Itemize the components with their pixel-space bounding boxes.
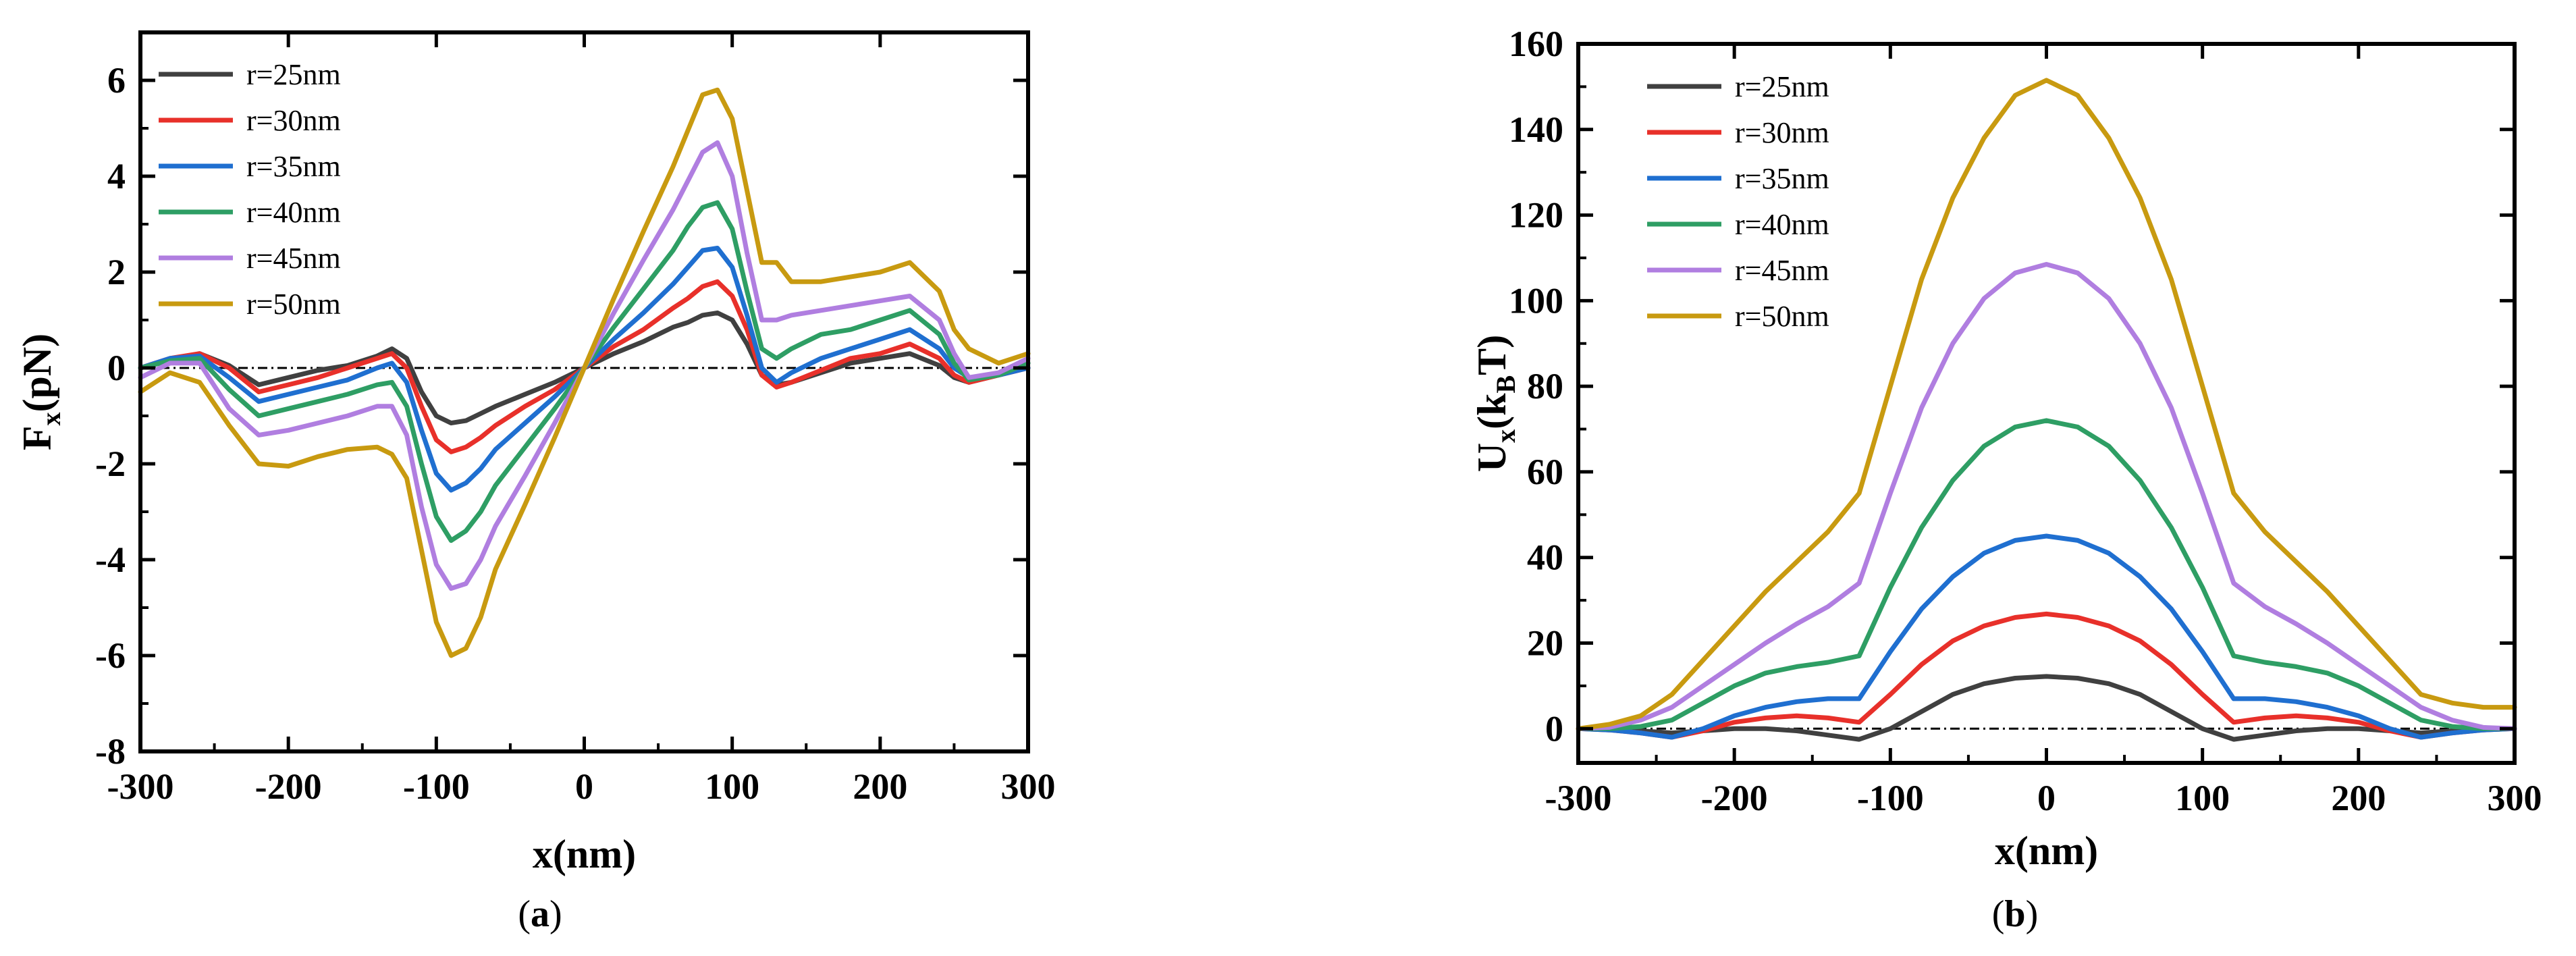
- series-line-r=40nm: [138, 200, 1031, 543]
- legend-label: r=40nm: [246, 196, 341, 229]
- x-tick-label: 300: [2488, 778, 2542, 818]
- legend-label: r=30nm: [246, 104, 341, 137]
- y-tick-label: 140: [1509, 109, 1563, 150]
- plot-frame: [1576, 42, 2517, 765]
- series-line-r=50nm: [1576, 78, 2517, 731]
- y-tick-label: 100: [1509, 280, 1563, 321]
- y-tick-label: 60: [1527, 452, 1563, 492]
- series-line-r=45nm: [138, 140, 1031, 591]
- y-axis-title: Ux(kBT): [1470, 335, 1521, 472]
- series-line-r=50nm: [138, 87, 1031, 658]
- panel-caption: (b): [1992, 893, 2038, 935]
- x-tick-label: 200: [853, 766, 907, 807]
- y-tick-label: -4: [95, 539, 126, 580]
- legend-label: r=25nm: [246, 58, 341, 91]
- legend-label: r=35nm: [1735, 162, 1829, 195]
- y-axis-title-subscript: B: [1491, 375, 1521, 394]
- x-tick-label: 0: [575, 766, 593, 807]
- legend-label: r=35nm: [246, 150, 341, 183]
- y-tick-label: 2: [107, 252, 126, 292]
- legend-label: r=25nm: [1735, 70, 1829, 103]
- x-axis-title: x(nm): [533, 832, 636, 876]
- legend-label: r=50nm: [246, 288, 341, 321]
- series-line-r=35nm: [138, 246, 1031, 493]
- y-tick-label: 6: [107, 60, 126, 101]
- x-tick-label: -300: [107, 766, 174, 807]
- caption-letter: a: [531, 893, 549, 935]
- series-line-r=25nm: [1576, 674, 2517, 742]
- series-line-r=40nm: [1576, 418, 2517, 731]
- legend-label: r=45nm: [246, 242, 341, 275]
- x-tick-label: 200: [2331, 778, 2386, 818]
- series-line-r=30nm: [1576, 611, 2517, 740]
- y-tick-label: 0: [107, 348, 126, 388]
- x-tick-label: 0: [2037, 778, 2056, 818]
- caption-paren: ): [549, 893, 562, 935]
- legend-label: r=40nm: [1735, 208, 1829, 241]
- x-tick-label: 100: [705, 766, 759, 807]
- y-tick-label: 0: [1545, 708, 1563, 749]
- x-tick-label: 100: [2175, 778, 2230, 818]
- series-line-r=35nm: [1576, 533, 2517, 740]
- x-tick-label: -300: [1545, 778, 1612, 818]
- x-tick-label: -200: [1701, 778, 1768, 818]
- x-tick-label: -100: [1857, 778, 1924, 818]
- y-tick-label: 120: [1509, 195, 1563, 236]
- caption-paren: ): [2026, 893, 2039, 935]
- chart-a: -300 -200 -100 0 100 200 300 -8 -6 -4 -2 0 2 4 6 x(nm) F…: [15, 30, 1056, 935]
- y-tick-label: 160: [1509, 24, 1563, 64]
- y-tick-label: -6: [95, 635, 126, 676]
- y-tick-label: -8: [95, 731, 126, 772]
- x-tick-label: -200: [255, 766, 322, 807]
- y-axis-title: Fx(pN): [15, 334, 66, 450]
- y-axis-title-part: T): [1470, 335, 1514, 375]
- y-axis-title-part: F: [15, 426, 59, 451]
- plot-frame: [138, 30, 1030, 753]
- y-tick-label: 4: [107, 156, 126, 196]
- caption-letter: b: [2004, 893, 2025, 935]
- panel-caption: (a): [518, 893, 562, 935]
- y-axis-title-subscript: x: [1491, 429, 1521, 443]
- series-line-r=30nm: [138, 279, 1031, 454]
- y-axis-title-part: U: [1470, 443, 1514, 472]
- legend-label: r=30nm: [1735, 116, 1829, 149]
- x-tick-label: 300: [1001, 766, 1056, 807]
- chart-b: -300 -200 -100 0 100 200 300 0 20 40 60 80 100 120 140…: [1470, 24, 2542, 935]
- y-axis-title-part: (k: [1470, 393, 1514, 429]
- y-tick-label: 40: [1527, 537, 1563, 578]
- legend-label: r=45nm: [1735, 254, 1829, 287]
- series-line-r=45nm: [1576, 262, 2517, 731]
- x-tick-label: -100: [403, 766, 470, 807]
- y-tick-label: 80: [1527, 366, 1563, 406]
- series-line-r=25nm: [138, 310, 1031, 426]
- caption-paren: (: [1992, 893, 2005, 935]
- caption-paren: (: [518, 893, 531, 935]
- y-tick-label: -2: [95, 444, 126, 484]
- y-axis-title-part: (pN): [15, 334, 59, 413]
- legend-label: r=50nm: [1735, 300, 1829, 333]
- y-axis-title-subscript: x: [36, 413, 66, 426]
- x-axis-title: x(nm): [1995, 828, 2098, 873]
- y-tick-label: 20: [1527, 623, 1563, 664]
